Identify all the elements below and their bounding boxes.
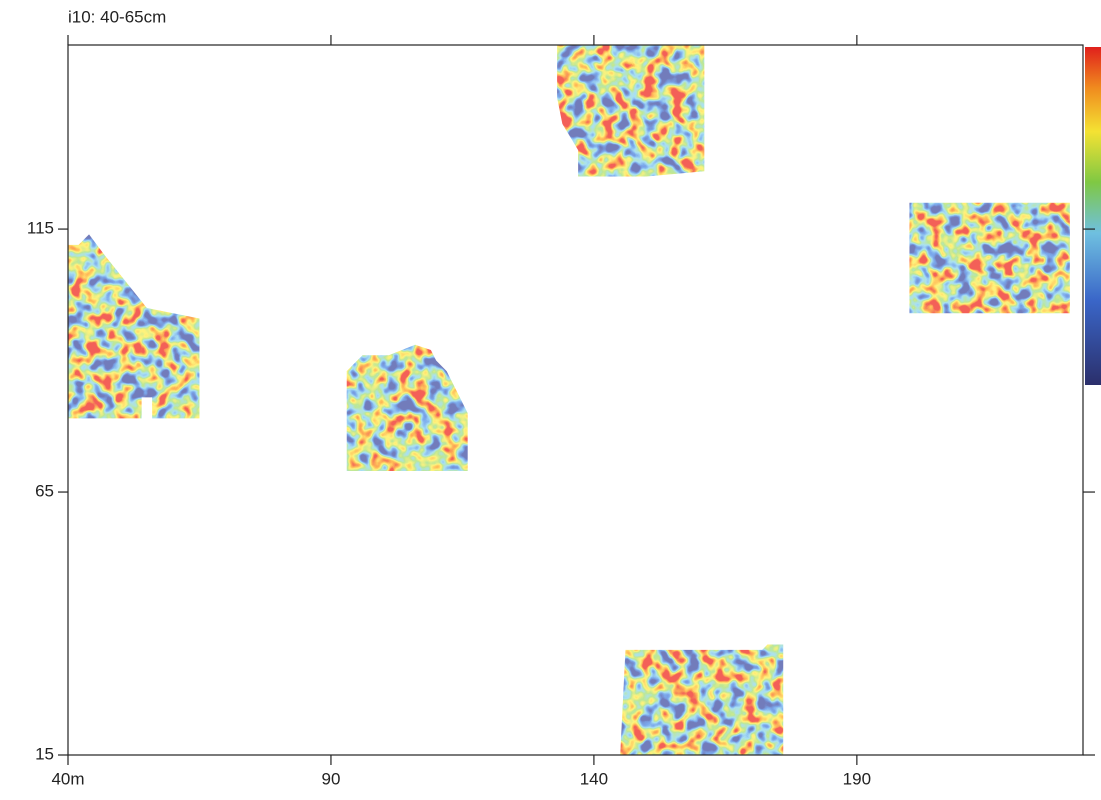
chart-title: i10: 40-65cm bbox=[68, 7, 166, 26]
x-tick-label: 190 bbox=[843, 769, 871, 788]
survey-area bbox=[909, 202, 1070, 314]
x-tick-label: 40m bbox=[51, 769, 84, 788]
survey-area bbox=[620, 644, 784, 755]
x-tick-label: 90 bbox=[321, 769, 340, 788]
y-tick-label: 65 bbox=[35, 482, 54, 501]
survey-area bbox=[68, 234, 200, 419]
y-tick-label: 115 bbox=[27, 219, 54, 238]
y-tick-label: 15 bbox=[35, 744, 54, 763]
axes: 40m 90 140 190 15 65 115 bbox=[27, 35, 1095, 788]
plot-frame bbox=[67, 44, 1084, 756]
survey-area bbox=[346, 344, 468, 471]
survey-area bbox=[557, 45, 705, 177]
color-bar bbox=[1085, 47, 1101, 385]
survey-areas bbox=[68, 45, 1070, 755]
x-tick-label: 140 bbox=[580, 769, 608, 788]
